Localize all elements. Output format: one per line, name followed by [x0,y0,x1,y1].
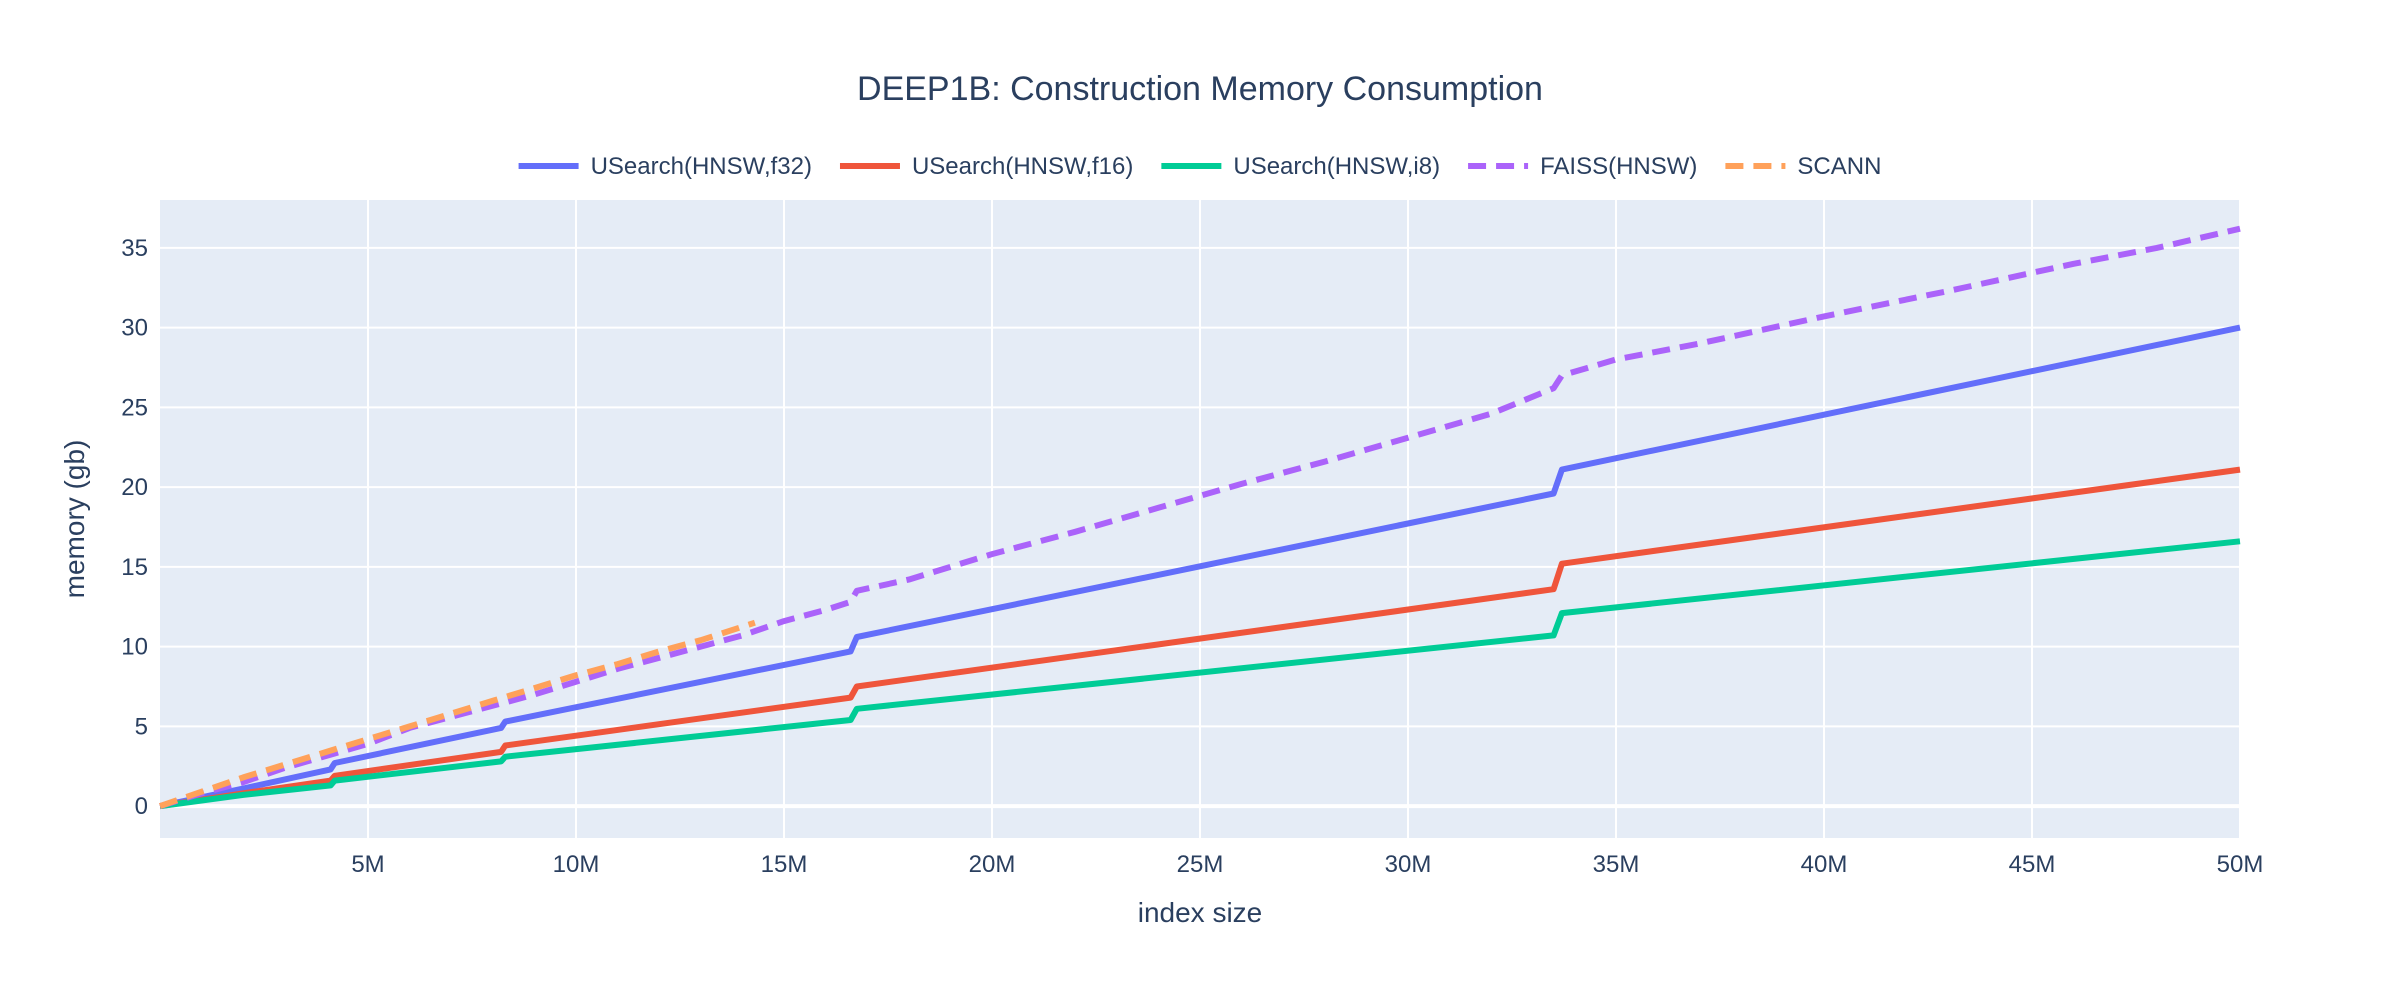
series-line-scann[interactable] [159,619,756,809]
legend-label: USearch(HNSW,f16) [912,153,1133,180]
series-line-usearch-hnsw-i8[interactable] [159,538,2241,810]
legend-label: USearch(HNSW,i8) [1233,153,1440,180]
axis-ticks: 5M 10M 15M 20M 25M 30M 35M 40M 45M 50M 0 5 10 15 20 25 3… [121,235,2263,878]
chart-title: DEEP1B: Construction Memory Consumption [857,70,1543,108]
grid-lines [160,200,2241,838]
y-tick-label: 30 [121,315,148,342]
y-tick-label: 25 [121,394,148,421]
y-tick-label: 35 [121,235,148,262]
x-tick-label: 45M [2009,851,2056,878]
x-tick-label: 25M [1177,851,1224,878]
x-tick-label: 30M [1385,851,1432,878]
y-tick-label: 15 [121,554,148,581]
legend-item[interactable]: USearch(HNSW,f16) [839,153,1133,180]
series-line-usearch-hnsw-f32[interactable] [159,324,2241,810]
chart-legend[interactable]: USearch(HNSW,f32) USearch(HNSW,f16) USearc… [518,153,1882,180]
series-lines[interactable] [159,225,2241,810]
y-tick-label: 0 [135,793,148,820]
legend-item[interactable]: USearch(HNSW,i8) [1161,153,1440,180]
legend-label: FAISS(HNSW) [1540,153,1697,180]
x-tick-label: 15M [761,851,808,878]
x-tick-label: 40M [1801,851,1848,878]
x-tick-label: 35M [1593,851,1640,878]
y-tick-label: 5 [135,713,148,740]
x-tick-label: 20M [969,851,1016,878]
x-tick-label: 50M [2217,851,2264,878]
y-tick-label: 10 [121,634,148,661]
x-tick-label: 5M [351,851,384,878]
series-line-usearch-hnsw-f16[interactable] [159,466,2241,810]
legend-label: USearch(HNSW,f32) [591,153,812,180]
y-tick-label: 20 [121,474,148,501]
legend-item[interactable]: USearch(HNSW,f32) [518,153,812,180]
legend-item[interactable]: SCANN [1725,153,1881,180]
x-axis-title: index size [1138,897,1263,928]
y-axis-title: memory (gb) [59,440,90,599]
legend-item[interactable]: FAISS(HNSW) [1468,153,1697,180]
legend-label: SCANN [1797,153,1881,180]
x-tick-label: 10M [553,851,600,878]
